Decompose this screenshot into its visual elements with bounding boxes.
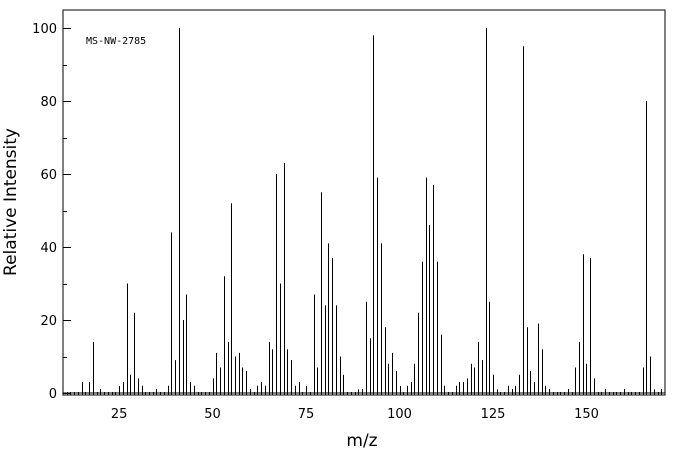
- y-tick-label-20: 20: [40, 314, 57, 329]
- y-tick-label-0: 0: [49, 387, 57, 402]
- y-tick-label-80: 80: [40, 95, 57, 110]
- x-tick-label-75: 75: [298, 407, 315, 422]
- y-tick-label-40: 40: [40, 241, 57, 256]
- x-tick-label-50: 50: [204, 407, 221, 422]
- y-tick-label-100: 100: [32, 22, 57, 37]
- peak-series: [63, 28, 665, 394]
- x-axis-title: m/z: [346, 431, 377, 451]
- y-tick-label-60: 60: [40, 168, 57, 183]
- y-axis-ticks: 0 20 40 60 80 100: [32, 22, 71, 402]
- x-tick-label-25: 25: [111, 407, 128, 422]
- x-tick-label-125: 125: [481, 407, 506, 422]
- x-tick-label-150: 150: [574, 407, 599, 422]
- x-axis-ticks: 25 50 75 100 125 150: [67, 386, 662, 422]
- plot-frame: [62, 9, 666, 396]
- spectrum-annotation: MS-NW-2785: [86, 36, 146, 47]
- y-axis-title: Relative Intensity: [1, 128, 21, 276]
- x-tick-label-100: 100: [387, 407, 412, 422]
